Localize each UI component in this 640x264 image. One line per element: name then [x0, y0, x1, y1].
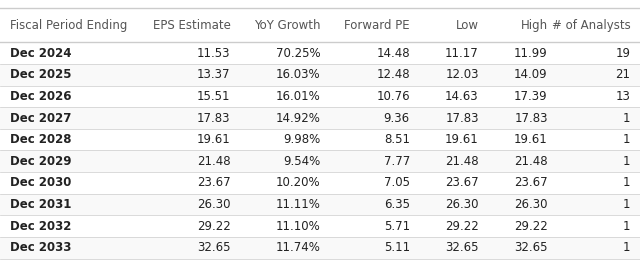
- Text: 26.30: 26.30: [445, 198, 479, 211]
- Text: 11.11%: 11.11%: [275, 198, 320, 211]
- Text: 29.22: 29.22: [197, 220, 230, 233]
- Text: 17.39: 17.39: [514, 90, 548, 103]
- Text: 9.36: 9.36: [384, 111, 410, 125]
- Text: 1: 1: [623, 198, 630, 211]
- Text: 26.30: 26.30: [197, 198, 230, 211]
- Text: 1: 1: [623, 133, 630, 146]
- Text: # of Analysts: # of Analysts: [552, 18, 630, 32]
- Text: 17.83: 17.83: [445, 111, 479, 125]
- Text: 1: 1: [623, 176, 630, 190]
- Text: 29.22: 29.22: [514, 220, 548, 233]
- Text: 26.30: 26.30: [514, 198, 548, 211]
- Bar: [0, 64, 640, 86]
- Text: 10.76: 10.76: [376, 90, 410, 103]
- Text: Dec 2024: Dec 2024: [10, 46, 71, 60]
- Text: 17.83: 17.83: [514, 111, 548, 125]
- Text: 21.48: 21.48: [514, 155, 548, 168]
- Text: 23.67: 23.67: [514, 176, 548, 190]
- Text: 17.83: 17.83: [197, 111, 230, 125]
- Text: 21: 21: [616, 68, 630, 81]
- Text: 11.10%: 11.10%: [275, 220, 320, 233]
- Text: Dec 2030: Dec 2030: [10, 176, 71, 190]
- Bar: [0, 150, 640, 172]
- Text: 32.65: 32.65: [514, 241, 548, 254]
- Text: 7.05: 7.05: [384, 176, 410, 190]
- Text: 29.22: 29.22: [445, 220, 479, 233]
- Text: 14.92%: 14.92%: [275, 111, 320, 125]
- Text: 19: 19: [616, 46, 630, 60]
- Text: 14.63: 14.63: [445, 90, 479, 103]
- Text: 8.51: 8.51: [384, 133, 410, 146]
- Text: Dec 2029: Dec 2029: [10, 155, 71, 168]
- Text: 11.74%: 11.74%: [275, 241, 320, 254]
- Text: 7.77: 7.77: [383, 155, 410, 168]
- Text: Dec 2032: Dec 2032: [10, 220, 71, 233]
- Text: 12.03: 12.03: [445, 68, 479, 81]
- Text: Dec 2033: Dec 2033: [10, 241, 71, 254]
- Text: 6.35: 6.35: [384, 198, 410, 211]
- Text: 23.67: 23.67: [197, 176, 230, 190]
- Bar: [0, 8, 640, 42]
- Bar: [0, 107, 640, 129]
- Text: 9.54%: 9.54%: [283, 155, 320, 168]
- Text: 5.71: 5.71: [384, 220, 410, 233]
- Text: 16.01%: 16.01%: [275, 90, 320, 103]
- Bar: [0, 194, 640, 215]
- Text: Forward PE: Forward PE: [344, 18, 410, 32]
- Text: 11.53: 11.53: [197, 46, 230, 60]
- Text: 1: 1: [623, 155, 630, 168]
- Text: Dec 2025: Dec 2025: [10, 68, 71, 81]
- Text: High: High: [520, 18, 548, 32]
- Bar: [0, 86, 640, 107]
- Text: 1: 1: [623, 111, 630, 125]
- Text: YoY Growth: YoY Growth: [253, 18, 320, 32]
- Text: Low: Low: [456, 18, 479, 32]
- Bar: [0, 129, 640, 150]
- Text: 21.48: 21.48: [197, 155, 230, 168]
- Text: 11.17: 11.17: [445, 46, 479, 60]
- Text: 14.09: 14.09: [514, 68, 548, 81]
- Bar: [0, 42, 640, 64]
- Text: 15.51: 15.51: [197, 90, 230, 103]
- Text: 32.65: 32.65: [197, 241, 230, 254]
- Bar: [0, 237, 640, 259]
- Text: Dec 2031: Dec 2031: [10, 198, 71, 211]
- Text: 19.61: 19.61: [197, 133, 230, 146]
- Text: 19.61: 19.61: [445, 133, 479, 146]
- Text: 13.37: 13.37: [197, 68, 230, 81]
- Text: 11.99: 11.99: [514, 46, 548, 60]
- Text: Dec 2028: Dec 2028: [10, 133, 71, 146]
- Bar: [0, 172, 640, 194]
- Text: 1: 1: [623, 220, 630, 233]
- Text: 5.11: 5.11: [384, 241, 410, 254]
- Text: Dec 2026: Dec 2026: [10, 90, 71, 103]
- Text: 1: 1: [623, 241, 630, 254]
- Text: 21.48: 21.48: [445, 155, 479, 168]
- Bar: [0, 215, 640, 237]
- Text: 32.65: 32.65: [445, 241, 479, 254]
- Text: Dec 2027: Dec 2027: [10, 111, 71, 125]
- Text: 13: 13: [616, 90, 630, 103]
- Text: 9.98%: 9.98%: [283, 133, 320, 146]
- Text: EPS Estimate: EPS Estimate: [153, 18, 230, 32]
- Text: 12.48: 12.48: [376, 68, 410, 81]
- Text: 14.48: 14.48: [376, 46, 410, 60]
- Text: 70.25%: 70.25%: [276, 46, 320, 60]
- Text: 19.61: 19.61: [514, 133, 548, 146]
- Text: 23.67: 23.67: [445, 176, 479, 190]
- Text: Fiscal Period Ending: Fiscal Period Ending: [10, 18, 127, 32]
- Text: 10.20%: 10.20%: [276, 176, 320, 190]
- Text: 16.03%: 16.03%: [276, 68, 320, 81]
